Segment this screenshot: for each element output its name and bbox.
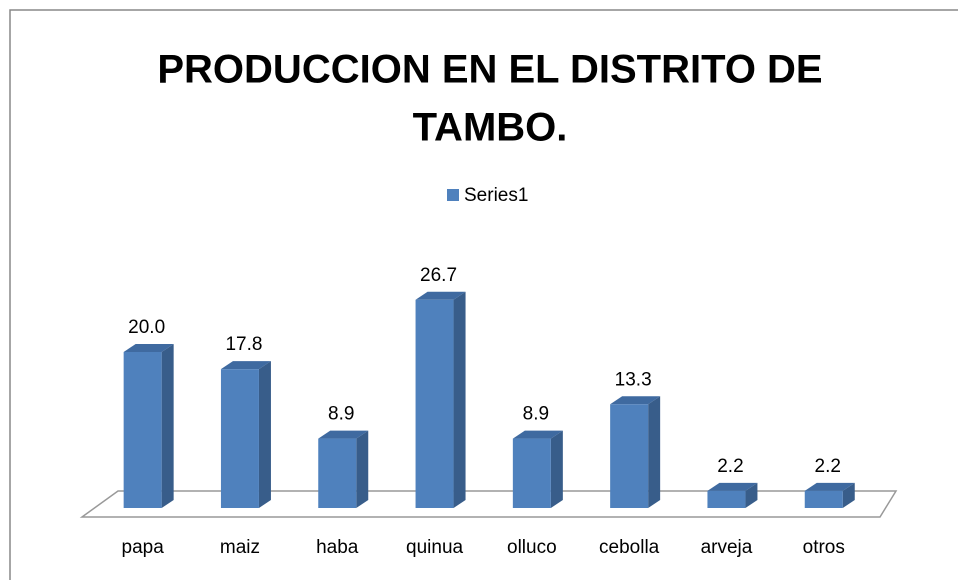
x-tick-label: otros [803,537,845,558]
bar-side [258,361,271,508]
x-tick-label: arveja [701,537,753,558]
chart-frame [9,9,958,580]
x-tick-label: maiz [220,537,260,558]
bar [610,396,661,508]
x-tick-label: haba [316,537,359,558]
bar-top [707,482,758,491]
bar [415,291,466,508]
bar [707,482,758,508]
data-label: 13.3 [615,369,652,390]
bar-side [842,482,855,508]
x-tick-label: cebolla [599,537,660,558]
bar-front [707,490,746,508]
bar-front [804,490,843,508]
x-tick-label: papa [122,537,165,558]
data-label: 20.0 [128,317,165,338]
chart-title: TAMBO. [413,106,568,150]
bar [804,482,855,508]
bar-front [318,438,357,508]
data-label: 17.8 [225,334,262,355]
bar [318,430,369,508]
bar [220,361,271,508]
bar-top [512,430,563,439]
bar-side [161,344,174,508]
legend-swatch [447,189,459,201]
bar [123,344,174,508]
bar-front [512,438,551,508]
bar-front [220,369,259,508]
bar-side [648,396,661,508]
data-label: 26.7 [420,265,457,286]
data-label: 8.9 [523,404,549,425]
bar-side [356,430,369,508]
bar-side [550,430,563,508]
data-label: 8.9 [328,404,354,425]
bar-side [745,482,758,508]
bar-side [453,291,466,508]
data-label: 2.2 [717,456,743,477]
data-label: 2.2 [815,456,841,477]
legend-label: Series1 [464,185,528,206]
bar-top [804,482,855,491]
bar-top [123,344,174,352]
floor [79,490,898,518]
bar-top [415,291,466,300]
bar-front [415,299,454,508]
bar [512,430,563,508]
bar-top [220,361,271,370]
bar-front [610,404,649,508]
bar-top [610,396,661,405]
x-tick-label: olluco [507,537,557,558]
x-tick-label: quinua [406,537,463,558]
bar-front [123,352,162,508]
chart-title: PRODUCCION EN EL DISTRITO DE [157,48,822,92]
bar-top [318,430,369,439]
